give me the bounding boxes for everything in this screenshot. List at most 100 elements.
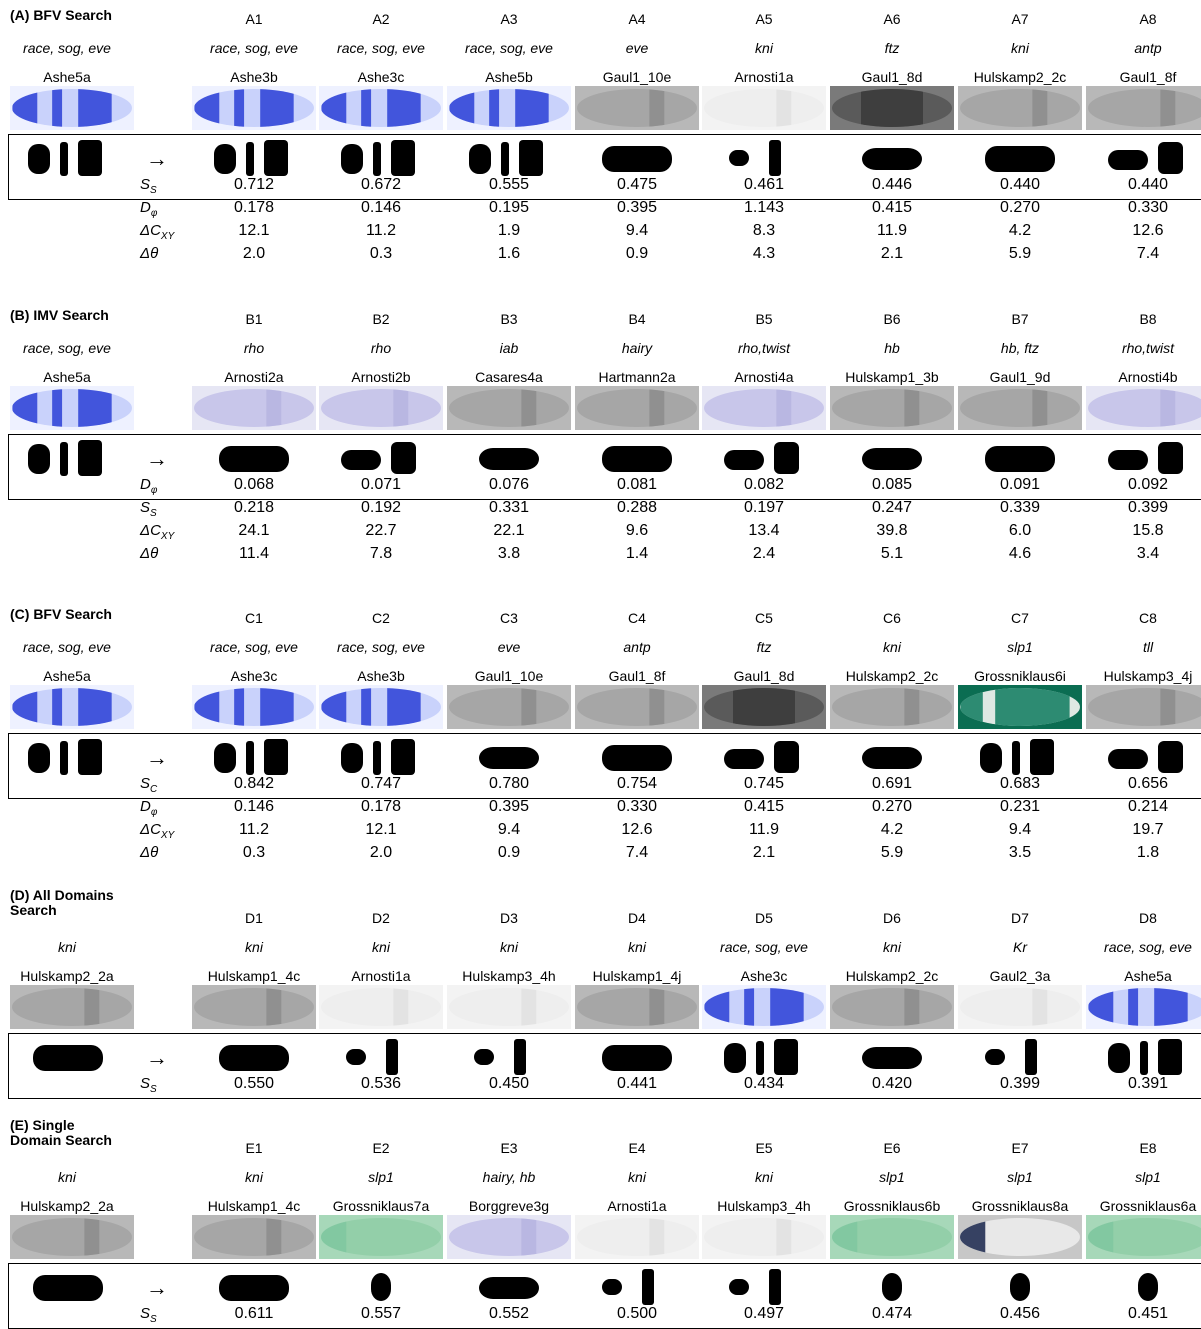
result-gene: kni: [500, 939, 518, 955]
metric-symbol: D: [140, 798, 151, 815]
metric-value: 0.434: [743, 1075, 785, 1092]
result-gene: race, sog, eve: [465, 40, 553, 56]
result-name: Ashe3b: [357, 668, 405, 684]
embryo-image: [192, 1215, 316, 1259]
metric-value: 12.6: [1132, 222, 1164, 239]
metric-value: 0.197: [743, 499, 785, 516]
result-embryo-image: [830, 685, 954, 729]
result-name: Gaul1_9d: [989, 369, 1051, 385]
query-name: Hulskamp2_2a: [20, 1198, 114, 1214]
embryo-image: [1086, 386, 1201, 430]
result-embryo-image: [958, 1215, 1082, 1259]
result-label: A7: [1011, 11, 1029, 27]
result-mask: [842, 1267, 942, 1312]
binary-mask-image: [1108, 442, 1183, 474]
embryo-image: [319, 386, 443, 430]
binary-mask-image: [28, 140, 102, 176]
metric-value: 0.440: [1127, 176, 1169, 193]
metric-value: 0.068: [233, 476, 275, 493]
metric-value: 0.9: [625, 245, 649, 262]
result-name: Grossniklaus8a: [971, 1198, 1069, 1214]
embryo-image: [10, 86, 134, 130]
embryo-image: [575, 386, 699, 430]
result-name: Hartmann2a: [598, 369, 676, 385]
metric-value: 0.076: [488, 476, 530, 493]
metric-value: 39.8: [876, 522, 908, 539]
binary-mask-image: [882, 1273, 902, 1301]
result-label: B3: [500, 311, 518, 327]
metric-symbol: S: [140, 499, 151, 516]
metric-value: 0.451: [1127, 1305, 1169, 1322]
metric-value: 0.441: [616, 1075, 658, 1092]
metric-value: 0.9: [497, 844, 521, 861]
embryo-image: [192, 685, 316, 729]
result-mask: [331, 438, 431, 483]
result-embryo-image: [1086, 685, 1201, 729]
result-mask: [459, 737, 559, 782]
metric-value: 0.745: [743, 775, 785, 792]
result-label: A5: [755, 11, 773, 27]
metric-value: 0.3: [242, 844, 266, 861]
metric-value: 3.4: [1136, 545, 1160, 562]
result-embryo-image: [319, 985, 443, 1029]
result-gene: slp1: [1007, 1169, 1033, 1185]
result-label: C4: [628, 610, 646, 626]
result-gene: race, sog, eve: [337, 639, 425, 655]
metric-symbol: S: [140, 1305, 151, 1322]
metric-symbol: ΔC: [140, 222, 161, 239]
result-gene: kni: [755, 40, 773, 56]
result-gene: rho,twist: [1121, 340, 1175, 356]
metric-value: 0.330: [1127, 199, 1169, 216]
metric-value: 0.270: [871, 798, 913, 815]
result-mask: [204, 1267, 304, 1312]
result-label: D8: [1139, 910, 1157, 926]
result-gene: race, sog, eve: [210, 639, 298, 655]
embryo-image: [1086, 1215, 1201, 1259]
metric-value: 19.7: [1132, 821, 1164, 838]
result-mask: [970, 737, 1070, 782]
metric-value: 5.9: [1008, 245, 1032, 262]
metric-value: 12.1: [365, 821, 397, 838]
embryo-image: [958, 1215, 1082, 1259]
result-name: Hulskamp2_2c: [845, 668, 939, 684]
metric-value: 22.7: [365, 522, 397, 539]
result-name: Hulskamp3_4j: [1103, 668, 1193, 684]
metric-value: 4.6: [1008, 545, 1032, 562]
metric-subscript: XY: [160, 531, 175, 542]
result-name: Ashe3c: [230, 668, 278, 684]
result-label: D1: [245, 910, 263, 926]
binary-mask-image: [341, 442, 416, 474]
metric-value: 0.754: [616, 775, 658, 792]
metric-value: 11.4: [239, 545, 269, 562]
metric-value: 0.450: [488, 1075, 530, 1092]
panel-title: (C) BFV Search: [10, 606, 112, 622]
metric-value: 11.2: [239, 821, 269, 838]
result-label: C7: [1011, 610, 1029, 626]
result-gene: kni: [245, 1169, 263, 1185]
metric-value: 0.270: [999, 199, 1041, 216]
metric-label: SS: [140, 1075, 190, 1095]
metric-value: 22.1: [493, 522, 525, 539]
result-mask: [842, 438, 942, 483]
binary-mask-image: [474, 1039, 526, 1075]
result-mask: [587, 138, 687, 183]
result-mask: [714, 1267, 814, 1312]
metric-value: 12.6: [621, 821, 653, 838]
embryo-image: [702, 86, 826, 130]
result-embryo-image: [1086, 985, 1201, 1029]
arrow: →: [146, 446, 168, 471]
metric-value: 1.9: [497, 222, 521, 239]
result-embryo-image: [702, 685, 826, 729]
metric-value: 0.672: [360, 176, 402, 193]
embryo-image: [958, 985, 1082, 1029]
metric-value: 24.1: [238, 522, 270, 539]
result-label: D5: [755, 910, 773, 926]
binary-mask-image: [862, 148, 922, 170]
metric-value: 0.497: [743, 1305, 785, 1322]
result-name: Gaul1_10e: [474, 668, 544, 684]
result-gene: hairy: [621, 340, 653, 356]
binary-mask-image: [985, 1039, 1037, 1075]
binary-mask-image: [602, 146, 672, 172]
metric-value: 0.247: [871, 499, 913, 516]
